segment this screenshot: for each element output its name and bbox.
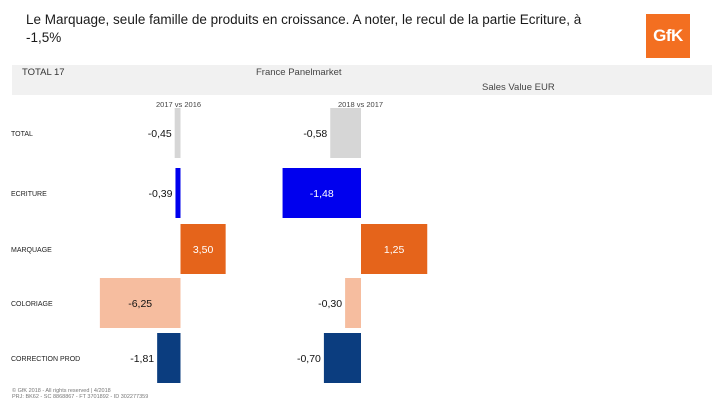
bar [361, 224, 428, 274]
total-period-label: TOTAL 17 [22, 67, 65, 78]
bar [180, 224, 226, 274]
market-label: France Panelmarket [256, 67, 342, 78]
data-label: 1,25 [384, 244, 405, 256]
data-label: -0,39 [149, 188, 173, 200]
bar [174, 108, 181, 158]
category-label: CORRECTION PROD [11, 356, 80, 363]
footer: © GfK 2018 - All rights reserved | 4/201… [12, 388, 148, 400]
category-label: ECRITURE [11, 191, 47, 198]
table-header-band [12, 65, 712, 95]
data-label: 3,50 [193, 244, 214, 256]
period-label-2018: 2018 vs 2017 [338, 100, 384, 109]
data-label: -0,70 [297, 353, 321, 365]
bar [99, 278, 181, 328]
bar [175, 168, 181, 218]
footer-ids: PRJ: BK62 - SC 8868867 - FT 3701892 - ID… [12, 394, 149, 400]
bar [330, 108, 361, 158]
data-label: -0,45 [148, 128, 172, 140]
logo-text: GfK [653, 26, 683, 45]
gfk-logo: GfK [646, 14, 690, 58]
category-label: TOTAL [11, 131, 33, 138]
measure-label: Sales Value EUR [482, 82, 555, 93]
category-label: COLORIAGE [11, 301, 53, 308]
bar [282, 168, 361, 218]
bar [323, 333, 361, 383]
data-label: -1,48 [310, 188, 334, 200]
data-label: -0,58 [303, 128, 327, 140]
period-label-2017: 2017 vs 2016 [156, 100, 202, 109]
category-label: MARQUAGE [11, 247, 52, 254]
data-label: -0,30 [318, 298, 342, 310]
data-label: -1,81 [130, 353, 154, 365]
bar [157, 333, 181, 383]
data-label: -6,25 [128, 298, 152, 310]
bar [345, 278, 361, 328]
footer-copyright: © GfK 2018 - All rights reserved | 4/201… [12, 388, 111, 394]
headline: Le Marquage, seule famille de produits e… [26, 12, 582, 45]
